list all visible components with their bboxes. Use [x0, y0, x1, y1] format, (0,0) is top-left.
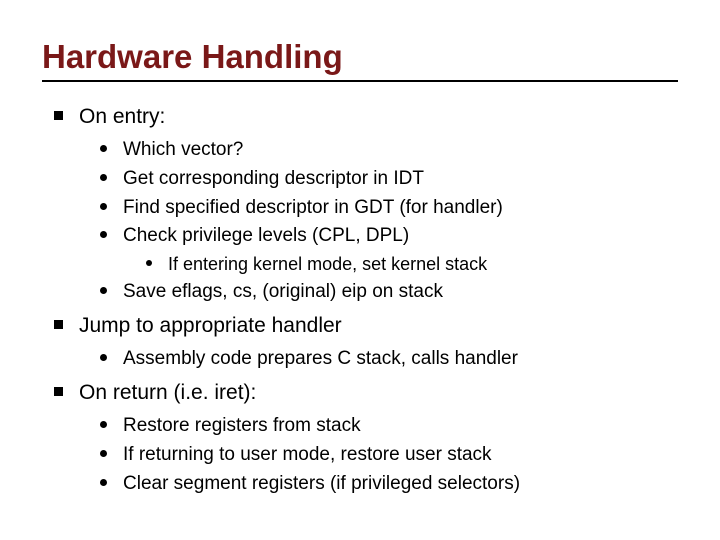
list-item: Restore registers from stack	[42, 414, 678, 439]
item-label: On return (i.e. iret):	[79, 380, 256, 406]
list-item: Check privilege levels (CPL, DPL)	[42, 224, 678, 249]
list-item: Save eflags, cs, (original) eip on stack	[42, 280, 678, 305]
circle-bullet-icon	[100, 287, 107, 294]
item-label: Check privilege levels (CPL, DPL)	[123, 224, 409, 249]
list-item: Assembly code prepares C stack, calls ha…	[42, 347, 678, 372]
list-item: If entering kernel mode, set kernel stac…	[42, 253, 678, 276]
item-label: Jump to appropriate handler	[79, 313, 342, 339]
list-item: Clear segment registers (if privileged s…	[42, 472, 678, 497]
item-label: Restore registers from stack	[123, 414, 361, 439]
list-item: Find specified descriptor in GDT (for ha…	[42, 196, 678, 221]
list-item: On entry:	[42, 104, 678, 130]
square-bullet-icon	[54, 111, 63, 120]
list-item: Which vector?	[42, 138, 678, 163]
list-item: Get corresponding descriptor in IDT	[42, 167, 678, 192]
item-label: Which vector?	[123, 138, 243, 163]
square-bullet-icon	[54, 387, 63, 396]
slide-title: Hardware Handling	[42, 38, 678, 76]
item-label: On entry:	[79, 104, 165, 130]
item-label: Get corresponding descriptor in IDT	[123, 167, 424, 192]
item-label: If entering kernel mode, set kernel stac…	[168, 253, 487, 276]
item-label: Assembly code prepares C stack, calls ha…	[123, 347, 518, 372]
circle-bullet-icon	[100, 421, 107, 428]
circle-bullet-icon	[100, 450, 107, 457]
list-item: Jump to appropriate handler	[42, 313, 678, 339]
list-item: On return (i.e. iret):	[42, 380, 678, 406]
circle-bullet-icon	[100, 231, 107, 238]
item-label: Save eflags, cs, (original) eip on stack	[123, 280, 443, 305]
square-bullet-icon	[54, 320, 63, 329]
circle-bullet-icon	[100, 203, 107, 210]
item-label: Clear segment registers (if privileged s…	[123, 472, 520, 497]
circle-bullet-icon	[100, 174, 107, 181]
circle-bullet-icon	[146, 260, 152, 266]
item-label: If returning to user mode, restore user …	[123, 443, 492, 468]
circle-bullet-icon	[100, 145, 107, 152]
title-underline	[42, 80, 678, 82]
circle-bullet-icon	[100, 354, 107, 361]
list-item: If returning to user mode, restore user …	[42, 443, 678, 468]
item-label: Find specified descriptor in GDT (for ha…	[123, 196, 503, 221]
circle-bullet-icon	[100, 479, 107, 486]
